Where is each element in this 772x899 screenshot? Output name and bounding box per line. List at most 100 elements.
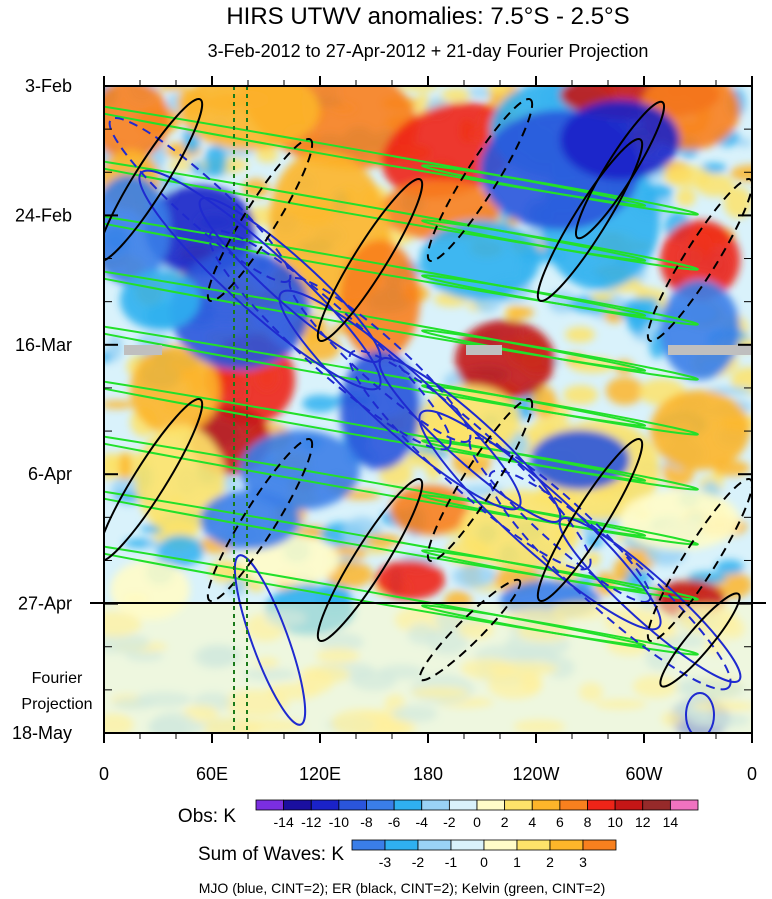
anomaly-blob — [560, 100, 680, 180]
obs-colorbar-swatch — [310, 799, 340, 811]
projection-label-line-2: Projection — [21, 696, 92, 713]
obs-colorbar-level: -8 — [360, 814, 373, 830]
contour-line — [659, 592, 741, 688]
waves-colorbar-swatch — [450, 839, 485, 851]
obs-colorbar-swatch — [642, 799, 671, 811]
y-tick-label: 27-Apr — [18, 594, 72, 614]
missing-data-2 — [466, 345, 502, 355]
contour-line — [646, 477, 752, 643]
contour-line — [426, 397, 534, 563]
anomaly-blob — [620, 490, 740, 550]
obs-colorbar-swatch — [476, 799, 506, 811]
anomaly-cell — [590, 292, 614, 303]
obs-colorbar-swatch — [587, 799, 616, 811]
contour-line — [421, 549, 699, 601]
obs-colorbar-swatch — [366, 799, 395, 811]
contour-line — [104, 533, 647, 647]
anomaly-cell — [605, 376, 644, 405]
obs-colorbar-swatch — [421, 799, 450, 811]
anomaly-cell — [565, 326, 596, 343]
waves-colorbar-swatch — [582, 839, 617, 851]
contour-line — [421, 164, 699, 216]
anomaly-cell — [675, 188, 696, 207]
anomaly-blob — [375, 560, 445, 600]
waves-colorbar-swatch — [549, 839, 584, 851]
anomaly-cell — [487, 86, 509, 95]
anomaly-cell — [398, 86, 439, 92]
waves-colorbar-level: 3 — [579, 854, 587, 870]
anomaly-cell — [715, 559, 744, 575]
anomaly-cell — [104, 400, 135, 409]
contour-line — [198, 197, 382, 363]
contour-line — [104, 397, 204, 563]
contour-line — [288, 277, 472, 443]
anomaly-cell — [563, 385, 599, 405]
obs-colorbar-swatch — [283, 799, 312, 811]
x-axis: 0 60E 120E 180 120W 60W 0 — [99, 76, 757, 784]
y-tick-label: 24-Feb — [15, 205, 72, 225]
waves-colorbar-swatch — [516, 839, 551, 851]
obs-colorbar-level: 12 — [635, 814, 651, 830]
contour-line — [421, 439, 699, 491]
anomaly-blob — [420, 220, 540, 300]
obs-colorbar-swatch — [614, 799, 644, 811]
anomaly-cell — [695, 173, 734, 197]
anomaly-cell — [242, 178, 270, 198]
obs-colorbar-level: 10 — [607, 814, 623, 830]
x-tick-label: 0 — [747, 764, 757, 784]
missing-data-1 — [124, 345, 162, 355]
y-tick-label: 3-Feb — [25, 76, 72, 96]
anomaly-cell — [326, 561, 374, 588]
contour-line — [418, 578, 522, 682]
obs-colorbar-swatch — [531, 799, 561, 811]
obs-colorbar-level: 14 — [663, 814, 679, 830]
contour-line — [108, 117, 292, 283]
x-tick-label: 120W — [512, 764, 559, 784]
contour-line — [558, 517, 742, 683]
y-tick-label: 6-Apr — [28, 464, 72, 484]
obs-colorbar-level: -10 — [329, 814, 349, 830]
contour-line — [421, 274, 699, 326]
obs-colorbar-swatch — [255, 799, 285, 811]
anomaly-cell — [736, 138, 752, 147]
obs-colorbar-swatch — [448, 799, 478, 811]
x-tick-label: 60W — [625, 764, 662, 784]
contour-line — [104, 93, 647, 207]
chart-title: HIRS UTWV anomalies: 7.5°S - 2.5°S — [226, 3, 629, 30]
anomaly-blob — [660, 280, 740, 380]
obs-colorbar-label: Obs: K — [178, 806, 236, 827]
contour-line — [536, 437, 644, 603]
contour-line — [233, 554, 307, 726]
obs-colorbar-level: 0 — [473, 814, 481, 830]
obs-colorbar-level: 2 — [501, 814, 509, 830]
anomaly-cell — [118, 452, 132, 480]
obs-colorbar-level: 8 — [584, 814, 592, 830]
obs-colorbar-level: -4 — [416, 814, 429, 830]
obs-colorbar-swatch — [669, 799, 699, 811]
anomaly-cell — [256, 147, 279, 163]
anomaly-cell — [156, 86, 188, 91]
waves-colorbar-swatch — [351, 839, 386, 851]
x-tick-label: 60E — [196, 764, 228, 784]
x-tick-label: 180 — [413, 764, 443, 784]
anomaly-cell — [167, 161, 196, 171]
y-tick-label: 18-May — [12, 723, 72, 743]
obs-colorbar-swatch — [504, 799, 533, 811]
obs-colorbar-level: -14 — [274, 814, 294, 830]
waves-colorbar-level: -2 — [412, 854, 425, 870]
y-tick-label: 16-Mar — [15, 335, 72, 355]
obs-colorbar-level: 4 — [528, 814, 536, 830]
anomaly-cell — [506, 306, 535, 319]
anomaly-cell — [157, 535, 204, 567]
anomaly-cell — [613, 559, 629, 583]
anomaly-blob — [650, 390, 750, 470]
anomaly-cell — [585, 551, 601, 567]
missing-data-3 — [668, 345, 752, 355]
obs-colorbar-swatch — [559, 799, 588, 811]
waves-colorbar-level: -3 — [379, 854, 392, 870]
anomaly-blob — [104, 175, 170, 285]
anomaly-cell — [730, 164, 752, 182]
waves-colorbar-level: -1 — [445, 854, 458, 870]
anomaly-cell — [700, 162, 727, 174]
